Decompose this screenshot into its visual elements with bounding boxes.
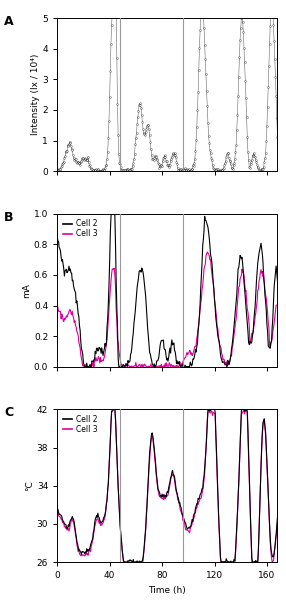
Legend: Cell 2, Cell 3: Cell 2, Cell 3 bbox=[61, 218, 99, 240]
Text: B: B bbox=[4, 211, 14, 224]
Y-axis label: °C: °C bbox=[25, 480, 34, 491]
Y-axis label: Intensity (lx / 10⁴): Intensity (lx / 10⁴) bbox=[31, 54, 40, 136]
Y-axis label: mA: mA bbox=[22, 283, 31, 298]
X-axis label: Time (h): Time (h) bbox=[148, 586, 186, 595]
Legend: Cell 2, Cell 3: Cell 2, Cell 3 bbox=[61, 413, 99, 436]
Text: C: C bbox=[4, 406, 13, 419]
Text: A: A bbox=[4, 15, 14, 28]
